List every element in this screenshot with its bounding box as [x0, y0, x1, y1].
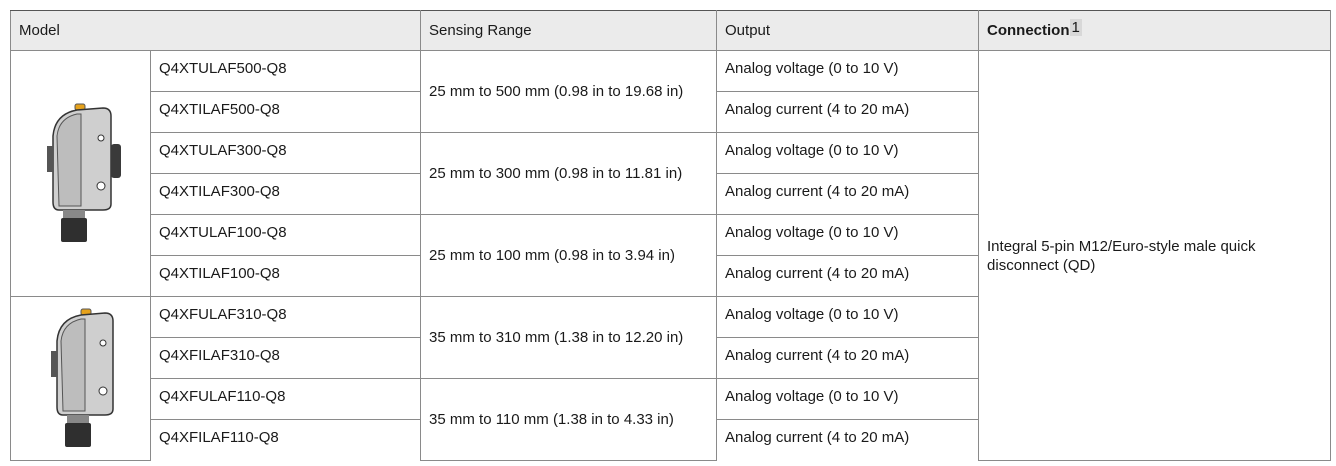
header-cell: Output — [717, 11, 979, 51]
image-cell — [11, 51, 151, 297]
sensor-image — [41, 301, 121, 451]
model-cell: Q4XTULAF100-Q8 — [151, 215, 421, 256]
page: Model Sensing Range Output Connection1 Q… — [0, 0, 1336, 466]
output-cell: Analog voltage (0 to 10 V) — [717, 215, 979, 256]
range-cell: 25 mm to 300 mm (0.98 in to 11.81 in) — [421, 133, 717, 215]
model-cell: Q4XTULAF300-Q8 — [151, 133, 421, 174]
model-cell: Q4XTILAF300-Q8 — [151, 174, 421, 215]
model-cell: Q4XTULAF500-Q8 — [151, 51, 421, 92]
footnote-ref: 1 — [1070, 19, 1082, 36]
output-cell: Analog current (4 to 20 mA) — [717, 174, 979, 215]
header-text: Connection — [987, 22, 1070, 39]
output-cell: Analog voltage (0 to 10 V) — [717, 51, 979, 92]
range-cell: 35 mm to 110 mm (1.38 in to 4.33 in) — [421, 379, 717, 461]
header-cell: Sensing Range — [421, 11, 717, 51]
output-cell: Analog current (4 to 20 mA) — [717, 256, 979, 297]
range-cell: 25 mm to 100 mm (0.98 in to 3.94 in) — [421, 215, 717, 297]
output-cell: Analog current (4 to 20 mA) — [717, 92, 979, 133]
model-cell: Q4XTILAF500-Q8 — [151, 92, 421, 133]
header-cell: Model — [11, 11, 421, 51]
output-cell: Analog current (4 to 20 mA) — [717, 420, 979, 461]
model-cell: Q4XTILAF100-Q8 — [151, 256, 421, 297]
model-cell: Q4XFULAF110-Q8 — [151, 379, 421, 420]
output-cell: Analog voltage (0 to 10 V) — [717, 379, 979, 420]
output-cell: Analog voltage (0 to 10 V) — [717, 297, 979, 338]
range-cell: 35 mm to 310 mm (1.38 in to 12.20 in) — [421, 297, 717, 379]
output-cell: Analog voltage (0 to 10 V) — [717, 133, 979, 174]
output-cell: Analog current (4 to 20 mA) — [717, 338, 979, 379]
model-cell: Q4XFULAF310-Q8 — [151, 297, 421, 338]
range-cell: 25 mm to 500 mm (0.98 in to 19.68 in) — [421, 51, 717, 133]
model-cell: Q4XFILAF310-Q8 — [151, 338, 421, 379]
sensor-image — [41, 96, 121, 246]
connection-cell: Integral 5-pin M12/Euro-style male quick… — [979, 51, 1331, 461]
model-cell: Q4XFILAF110-Q8 — [151, 420, 421, 461]
image-cell — [11, 297, 151, 461]
